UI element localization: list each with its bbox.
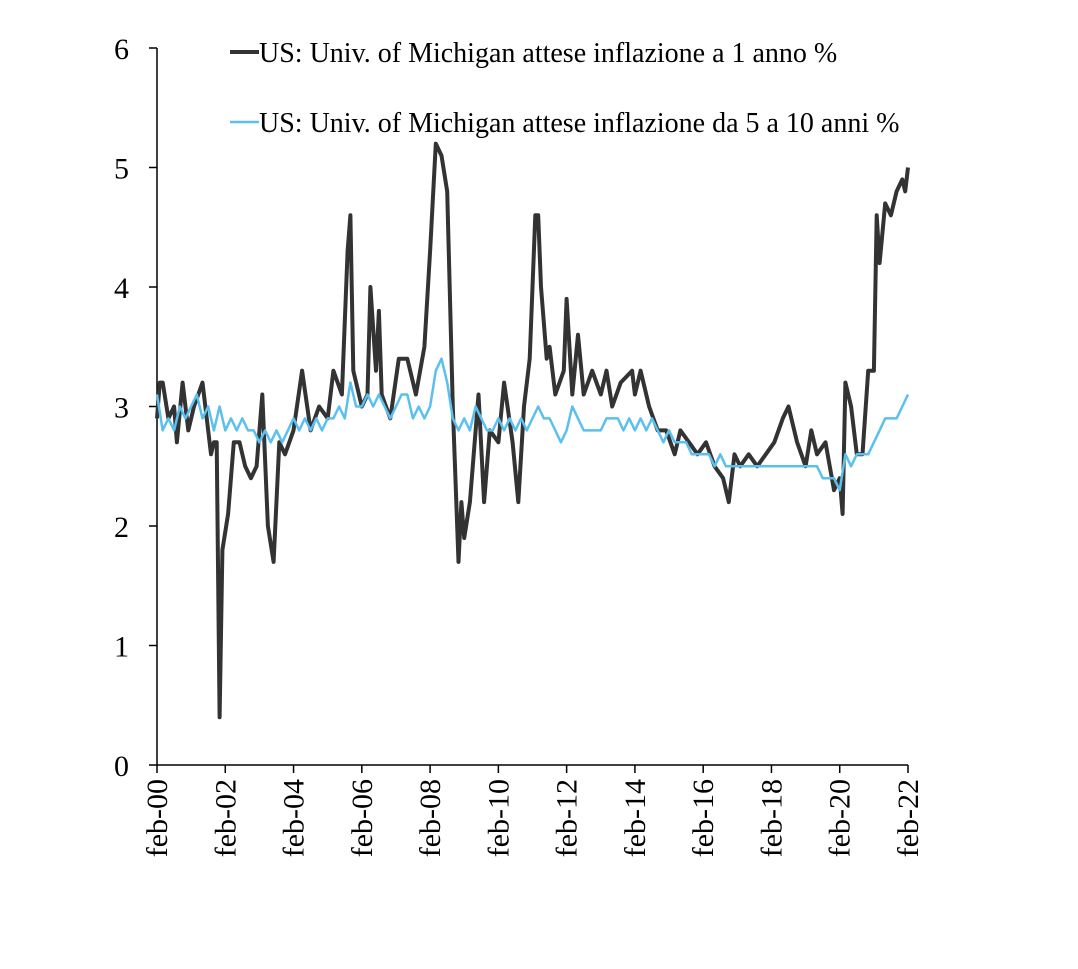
y-tick-label: 1 [114,631,129,664]
legend: US: Univ. of Michigan attese inflazione … [230,38,899,139]
x-tick-label: feb-22 [892,779,925,857]
y-tick-label: 0 [114,750,129,783]
y-tick-label: 5 [114,153,129,186]
x-tick-label: feb-12 [551,779,584,857]
y-tick-label: 3 [114,392,129,425]
y-tick-group: 0 1 2 3 4 5 6 [114,33,157,783]
x-tick-label: feb-18 [755,779,788,857]
x-tick-label: feb-14 [619,779,652,857]
series-layer [155,141,910,720]
y-tick-label: 6 [114,33,129,66]
legend-label-5-10yr: US: Univ. of Michigan attese inflazione … [259,108,899,139]
x-tick-label: feb-00 [141,779,174,857]
legend-entry-5-10yr: US: Univ. of Michigan attese inflazione … [230,108,899,139]
x-tick-label: feb-20 [824,779,857,857]
x-tick-group: feb-00 feb-02 feb-04 feb-06 feb-08 feb-10 feb-… [141,765,925,857]
series-line-1yr [155,141,910,720]
x-tick-label: feb-08 [414,779,447,857]
legend-entry-1yr: US: Univ. of Michigan attese inflazione … [230,38,837,69]
x-tick-label: feb-16 [687,779,720,857]
y-tick-label: 2 [114,511,129,544]
y-tick-label: 4 [114,272,129,305]
x-tick-label: feb-06 [346,779,379,857]
series-line-5-10yr [155,357,910,492]
legend-label-1yr: US: Univ. of Michigan attese inflazione … [259,38,837,69]
x-tick-label: feb-02 [209,779,242,857]
x-tick-label: feb-10 [482,779,515,857]
x-tick-label: feb-04 [278,779,311,857]
